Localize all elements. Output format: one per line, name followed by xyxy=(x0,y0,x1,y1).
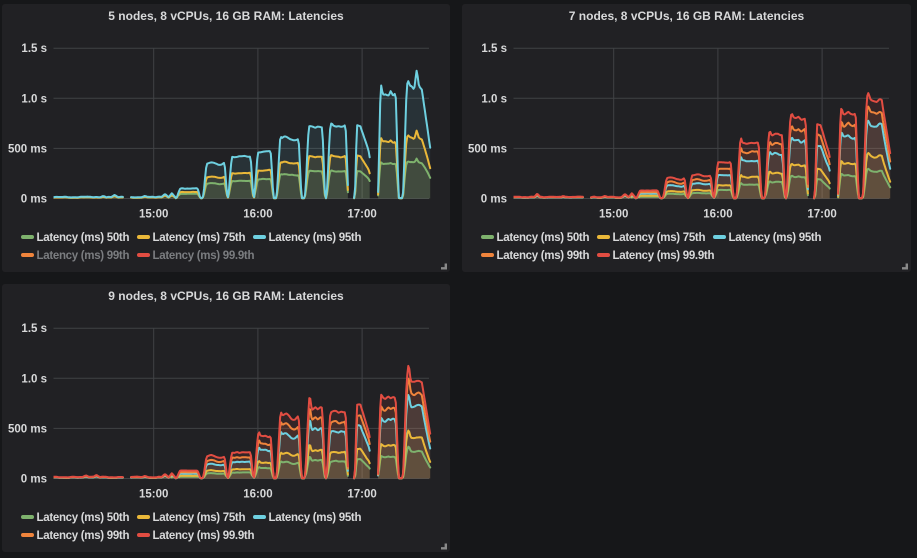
svg-text:1.5 s: 1.5 s xyxy=(481,43,507,55)
svg-text:16:00: 16:00 xyxy=(243,209,272,221)
svg-text:0 ms: 0 ms xyxy=(21,194,47,206)
svg-text:17:00: 17:00 xyxy=(347,209,376,221)
svg-text:1.0 s: 1.0 s xyxy=(21,93,47,105)
svg-text:1.0 s: 1.0 s xyxy=(21,373,47,385)
svg-text:500 ms: 500 ms xyxy=(468,143,507,155)
svg-text:15:00: 15:00 xyxy=(139,489,168,501)
svg-text:17:00: 17:00 xyxy=(347,489,376,501)
svg-text:16:00: 16:00 xyxy=(703,209,732,221)
svg-text:15:00: 15:00 xyxy=(599,209,628,221)
svg-text:0 ms: 0 ms xyxy=(21,474,47,486)
svg-text:1.5 s: 1.5 s xyxy=(21,43,47,55)
svg-text:16:00: 16:00 xyxy=(243,489,272,501)
svg-text:500 ms: 500 ms xyxy=(8,423,47,435)
svg-text:1.5 s: 1.5 s xyxy=(21,323,47,335)
svg-text:1.0 s: 1.0 s xyxy=(481,93,507,105)
svg-text:17:00: 17:00 xyxy=(807,209,836,221)
svg-text:500 ms: 500 ms xyxy=(8,143,47,155)
svg-text:0 ms: 0 ms xyxy=(481,194,507,206)
svg-text:15:00: 15:00 xyxy=(139,209,168,221)
